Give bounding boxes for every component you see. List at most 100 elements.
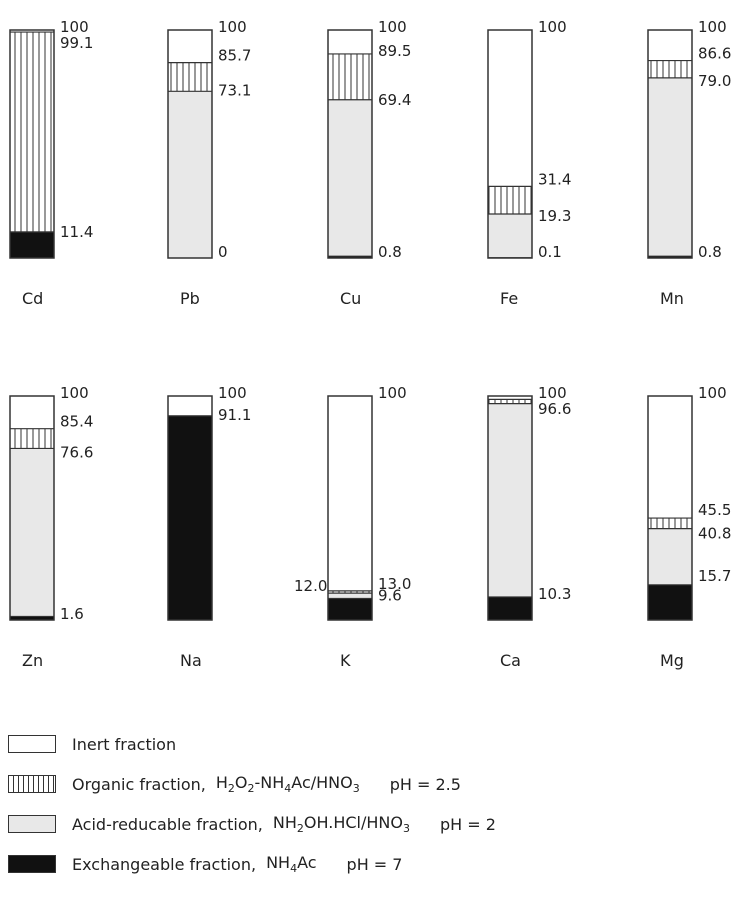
k-value-label: 100 [378,384,407,402]
zn-inert-segment [10,396,54,429]
mn-exchangeable-segment [648,256,692,258]
cd-value-label: 100 [60,18,89,36]
mn-organic-segment [648,60,692,78]
legend-item-inert: Inert fraction [8,732,176,756]
mn-value-label: 79.0 [698,72,731,90]
na-element-label: Na [180,651,202,670]
na-column-outline [167,395,213,621]
legend-reagent-exchangeable: NH4Ac [266,852,317,876]
zn-value-label: 100 [60,384,89,402]
cd-inert-segment [10,30,54,33]
pb-organic-segment [168,62,212,92]
mn-value-label: 0.8 [698,243,722,261]
pb-value-label: 85.7 [218,47,251,65]
zn-exchangeable-segment [10,616,54,620]
fe-acid-reducable-segment [488,213,532,258]
mg-exchangeable-segment [648,584,692,620]
fe-organic-segment [488,186,532,214]
cu-value-label: 100 [378,18,407,36]
pb-value-label: 73.1 [218,81,251,99]
mn-element-label: Mn [660,289,684,308]
acid-reducable-swatch [8,815,56,833]
mg-value-label: 40.8 [698,525,731,543]
zn-column-outline [9,395,55,621]
cu-element-label: Cu [340,289,361,308]
ca-acid-reducable-segment [488,403,532,597]
cu-value-label: 89.5 [378,42,411,60]
cu-exchangeable-segment [328,256,372,258]
k-value-label: 9.6 [378,586,402,604]
ca-organic-segment [488,399,532,404]
pb-element-label: Pb [180,289,200,308]
k-inert-segment [328,396,372,591]
mg-column-outline [647,395,693,621]
mn-value-label: 86.6 [698,45,731,63]
inert-swatch [8,735,56,753]
zn-value-label: 1.6 [60,605,84,623]
legend-item-exchangeable: Exchangeable fraction, NH4Ac pH = 7 [8,852,402,876]
zn-value-label: 85.4 [60,413,93,431]
na-value-label: 91.1 [218,406,251,424]
cd-value-label: 11.4 [60,223,93,241]
legend-label-organic: Organic fraction, [72,774,206,794]
legend-reagent-organic: H2O2-NH4Ac/HNO3 [215,772,360,796]
k-organic-segment [328,590,372,594]
legend-ph-acid-reducable: pH = 2 [439,814,496,834]
mg-value-label: 100 [698,384,727,402]
cu-value-label: 0.8 [378,243,402,261]
cd-value-label: 99.1 [60,34,93,52]
fe-element-label: Fe [500,289,518,308]
mg-acid-reducable-segment [648,528,692,585]
legend-item-acid-reducable: Acid-reducable fraction, NH2OH.HCl/HNO3 … [8,812,496,836]
zn-element-label: Zn [22,651,43,670]
cd-organic-segment [10,32,54,233]
cd-exchangeable-segment [10,232,54,258]
fe-value-label: 19.3 [538,207,571,225]
ca-element-label: Ca [500,651,521,670]
fe-inert-segment [488,30,532,187]
na-value-label: 100 [218,384,247,402]
mg-value-label: 15.7 [698,567,731,585]
cu-organic-segment [328,53,372,100]
cu-value-label: 69.4 [378,91,411,109]
k-exchangeable-segment [328,598,372,620]
mn-value-label: 100 [698,18,727,36]
ca-value-label: 100 [538,384,567,402]
pb-acid-reducable-segment [168,91,212,258]
cu-acid-reducable-segment [328,99,372,257]
fe-value-label: 100 [538,18,567,36]
cu-column-outline [327,29,373,259]
legend-label-exchangeable: Exchangeable fraction, [72,854,257,874]
pb-inert-segment [168,30,212,63]
k-value-label: 12.0 [294,577,327,595]
na-exchangeable-segment [168,415,212,620]
ca-column-outline [487,395,533,621]
legend-item-organic: Organic fraction, H2O2-NH4Ac/HNO3 pH = 2… [8,772,461,796]
exchangeable-swatch [8,855,56,873]
zn-acid-reducable-segment [10,448,54,617]
mg-inert-segment [648,396,692,519]
mn-column-outline [647,29,693,259]
cu-inert-segment [328,30,372,54]
fe-value-label: 31.4 [538,170,571,188]
k-value-label: 13.0 [378,575,411,593]
legend-label-inert: Inert fraction [72,734,177,754]
ca-value-label: 10.3 [538,585,571,603]
k-column-outline [327,395,373,621]
fe-value-label: 0.1 [538,243,562,261]
ca-value-label: 96.6 [538,400,571,418]
pb-value-label: 100 [218,18,247,36]
legend-reagent-acid-reducable: NH2OH.HCl/HNO3 [272,812,410,836]
zn-organic-segment [10,428,54,449]
mn-acid-reducable-segment [648,77,692,257]
cd-element-label: Cd [22,289,43,308]
k-acid-reducable-segment [328,593,372,599]
fe-column-outline [487,29,533,259]
mn-inert-segment [648,30,692,61]
fractionation-chart: 10099.111.4Cd10085.773.10Pb10089.569.40.… [9,18,731,670]
k-element-label: K [340,651,351,670]
zn-value-label: 76.6 [60,443,93,461]
pb-column-outline [167,29,213,259]
legend-ph-exchangeable: pH = 7 [346,854,403,874]
mg-element-label: Mg [660,651,684,670]
